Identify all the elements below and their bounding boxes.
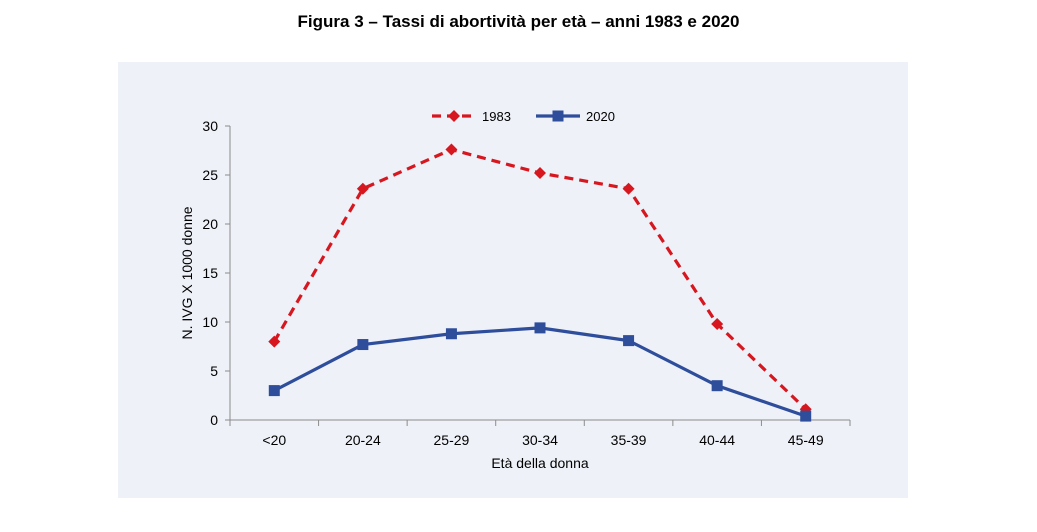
y-tick-label: 5 [210,363,218,379]
data-point-2020 [445,328,457,340]
y-axis-label: N. IVG X 1000 donne [179,206,195,339]
legend-label: 2020 [586,109,615,124]
data-point-1983 [268,335,281,348]
data-point-2020 [268,385,280,397]
y-tick-label: 15 [202,265,218,281]
series-layer [268,143,812,422]
series-2020 [268,322,812,422]
x-tick-label: <20 [262,432,286,448]
legend-item-1983: 1983 [432,109,511,124]
x-tick-label: 25-29 [434,432,470,448]
series-line-1983 [272,147,807,411]
data-point-2020 [800,410,812,422]
data-point-2020 [534,322,546,334]
x-tick-label: 35-39 [611,432,647,448]
y-tick-label: 20 [202,216,218,232]
x-axis-label: Età della donna [491,455,589,471]
x-tick-label: 45-49 [788,432,824,448]
series-1983 [268,143,812,416]
legend: 1983 2020 [432,109,615,124]
series-line-2020 [273,326,807,418]
legend-marker [448,110,460,122]
chart-background [118,62,908,498]
data-point-1983 [534,167,546,180]
legend-item-2020: 2020 [536,109,615,124]
chart-title: Figura 3 – Tassi di abortività per età –… [297,12,740,31]
y-tick-label: 0 [210,412,218,428]
data-point-2020 [623,335,635,347]
data-point-2020 [357,339,369,351]
legend-label: 1983 [482,109,511,124]
data-point-1983 [356,182,369,195]
legend-marker [552,110,564,122]
data-point-1983 [445,143,458,156]
data-point-1983 [711,317,724,330]
y-tick-label: 30 [202,118,218,134]
y-tick-label: 25 [202,167,218,183]
data-point-1983 [622,182,635,195]
x-tick-label: 40-44 [699,432,735,448]
data-point-2020 [711,380,723,392]
x-tick-label: 20-24 [345,432,381,448]
x-tick-label: 30-34 [522,432,558,448]
y-tick-label: 10 [202,314,218,330]
axes: 0 5 10 15 20 25 30 <20 20-24 25-29 30-34 35-39 40-44… [202,118,851,448]
